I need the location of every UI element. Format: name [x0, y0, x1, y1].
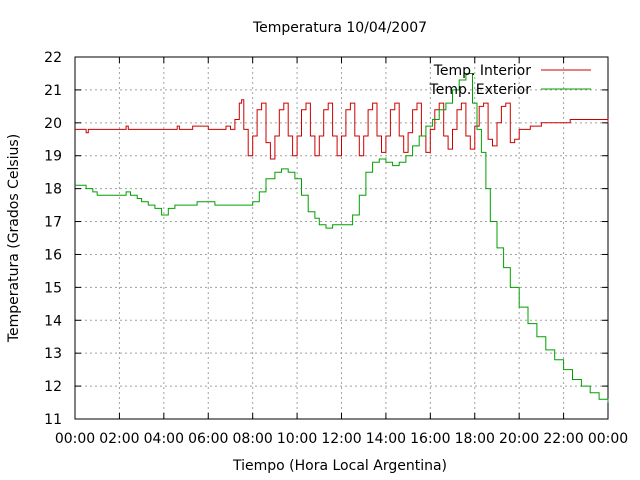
- axes: [74, 56, 609, 420]
- y-tick-label: 20: [44, 116, 62, 132]
- x-tick-label: 00:00: [55, 431, 95, 447]
- y-tick-label: 18: [44, 182, 62, 198]
- y-tick-label: 11: [44, 412, 62, 428]
- y-axis-label: Temperatura (Grados Celsius): [6, 134, 22, 343]
- x-tick-label: 14:00: [366, 431, 406, 447]
- x-tick-label: 16:00: [410, 431, 450, 447]
- y-tick-label: 21: [44, 83, 62, 99]
- legend-label: Temp. Exterior: [429, 82, 532, 98]
- legend-label: Temp. Interior: [433, 63, 532, 79]
- x-tick-label: 08:00: [232, 431, 272, 447]
- x-tick-label: 18:00: [455, 431, 495, 447]
- series-line-temp-interior: [75, 99, 609, 160]
- y-tick-label: 16: [44, 247, 62, 263]
- x-tick-label: 00:00: [588, 431, 628, 447]
- series-line-temp-exterior: [75, 73, 609, 403]
- y-tick-label: 14: [44, 313, 62, 329]
- y-tick-label: 15: [44, 280, 62, 296]
- y-tick-label: 17: [44, 215, 62, 231]
- x-tick-label: 04:00: [144, 431, 184, 447]
- x-tick-label: 02:00: [99, 431, 139, 447]
- x-tick-labels: 00:00 02:00 04:00 06:00 08:00 10:00 12:00 14:00…: [55, 431, 628, 447]
- x-axis-label: Tiempo (Hora Local Argentina): [232, 458, 447, 474]
- x-tick-label: 10:00: [277, 431, 317, 447]
- plot-border: [74, 56, 609, 420]
- x-tick-label: 20:00: [499, 431, 539, 447]
- y-tick-label: 22: [44, 50, 62, 66]
- y-tick-label: 13: [44, 346, 62, 362]
- legend: Temp. Interior Temp. Exterior: [429, 63, 591, 98]
- y-tick-label: 19: [44, 149, 62, 165]
- chart-title: Temperatura 10/04/2007: [252, 20, 427, 36]
- x-tick-label: 12:00: [321, 431, 361, 447]
- y-tick-label: 12: [44, 379, 62, 395]
- y-tick-labels: 11 12 13 14 15 16 17 18 19 20 21 22: [44, 50, 62, 428]
- x-tick-label: 22:00: [543, 431, 583, 447]
- x-tick-label: 06:00: [188, 431, 228, 447]
- series-lines: [75, 73, 609, 403]
